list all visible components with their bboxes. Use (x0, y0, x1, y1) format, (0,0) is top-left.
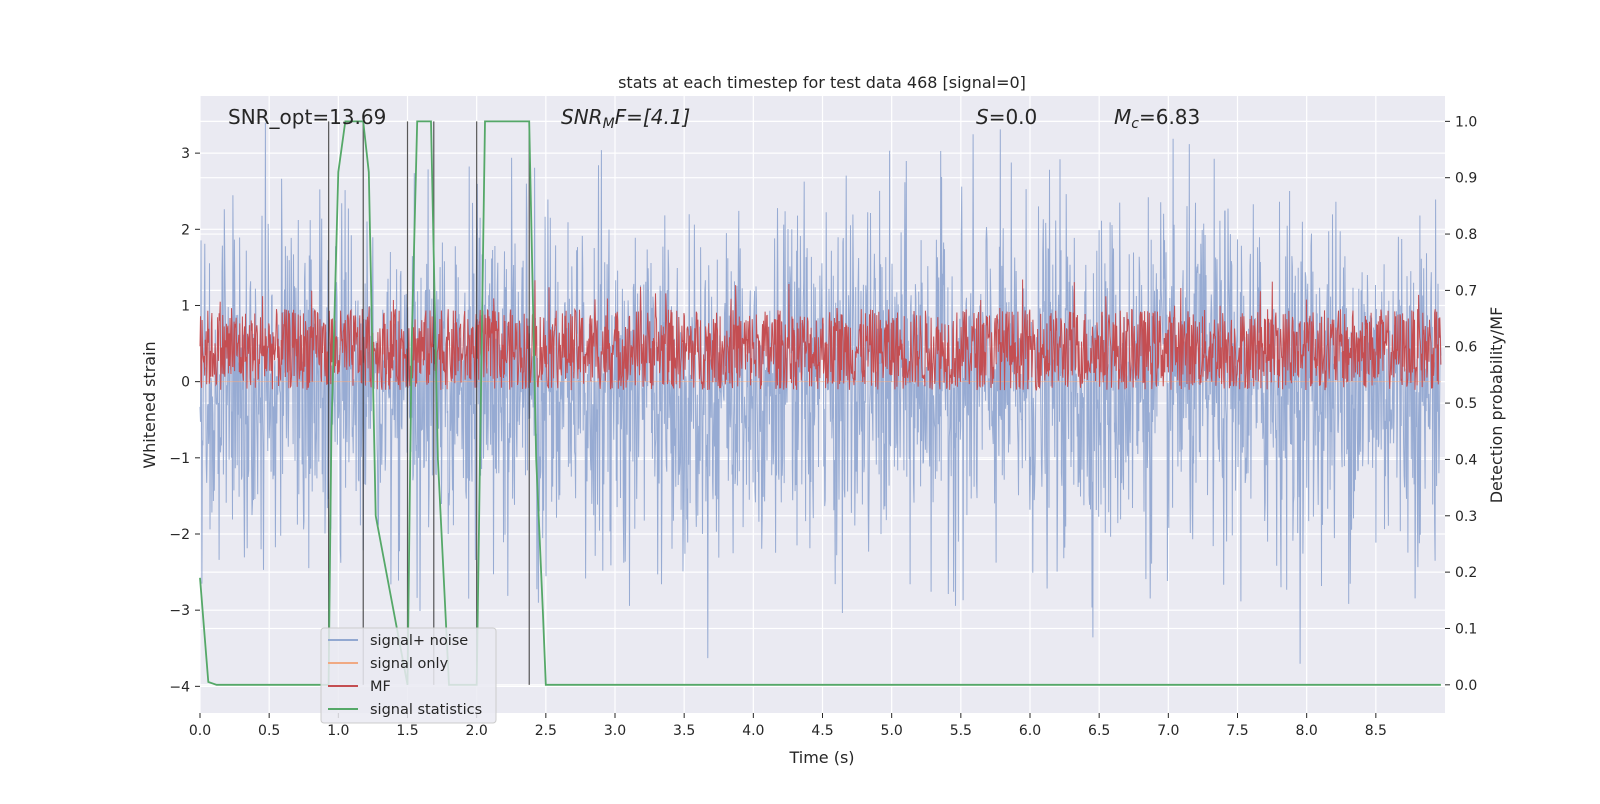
y2-tick-label: 0.9 (1455, 171, 1477, 187)
x-tick-label: 2.0 (466, 723, 488, 739)
vertical-markers (328, 121, 530, 685)
y2-axis-label: Detection probability/MF (1487, 307, 1506, 504)
y2-tick-label: 0.4 (1455, 452, 1477, 468)
y-axis-label: Whitened strain (140, 341, 159, 468)
legend-box (320, 627, 497, 724)
legend: signal+ noise signal only MF signal stat… (320, 627, 497, 724)
x-tick-label: 6.5 (1088, 723, 1110, 739)
y2-tick-label: 0.5 (1455, 396, 1477, 412)
x-tick-label: 4.0 (742, 723, 764, 739)
y-tick-label: 3 (181, 146, 190, 162)
mf-line (199, 279, 1442, 391)
x-tick-label: 3.0 (604, 723, 626, 739)
y2-tick-label: 0.3 (1455, 509, 1477, 525)
annotation-snr-mf: SNRMF=[4.1] (561, 105, 690, 132)
x-tick-label: 5.0 (881, 723, 903, 739)
annotation-mc: Mc=6.83 (1114, 105, 1200, 132)
signal-statistics-line (199, 120, 1441, 686)
annotation-snr-opt: SNR_opt=13.69 (228, 105, 386, 129)
y2-tick-label: 0.1 (1455, 621, 1477, 637)
x-tick-label: 1.0 (327, 723, 349, 739)
legend-label-signal-noise: signal+ noise (370, 633, 468, 649)
y-tick-label: −2 (169, 527, 190, 543)
x-tick-label: 8.5 (1365, 723, 1387, 739)
y-tick-label: 2 (181, 222, 190, 238)
legend-label-signal-only: signal only (370, 656, 449, 672)
y-tick-label: −1 (169, 451, 190, 467)
signal-statistics-series (199, 120, 1441, 686)
y-tick-label: 0 (181, 375, 190, 391)
y-tick-label: 1 (181, 298, 190, 314)
x-tick-label: 2.5 (535, 723, 557, 739)
x-tick-label: 6.0 (1019, 723, 1041, 739)
x-tick-label: 1.5 (396, 723, 418, 739)
x-tick-label: 7.5 (1226, 723, 1248, 739)
mf-series (199, 279, 1442, 391)
y2-tick-label: 0.2 (1455, 565, 1477, 581)
tick-layer: 0.0 0.5 1.0 1.5 2.0 2.5 3.0 3.5 4.0 4.5 5.0 5.5 6.0 6… (169, 114, 1477, 739)
y2-tick-label: 0.0 (1455, 678, 1477, 694)
chart-title: stats at each timestep for test data 468… (618, 73, 1026, 92)
x-tick-label: 7.0 (1157, 723, 1179, 739)
y-tick-label: −4 (169, 679, 190, 695)
x-tick-label: 3.5 (673, 723, 695, 739)
x-tick-label: 8.0 (1296, 723, 1318, 739)
x-axis-label: Time (s) (788, 748, 854, 767)
y2-tick-label: 1.0 (1455, 114, 1477, 130)
x-tick-label: 5.5 (950, 723, 972, 739)
x-tick-label: 0.5 (258, 723, 280, 739)
y2-tick-label: 0.6 (1455, 340, 1477, 356)
annotation-s: S=0.0 (976, 105, 1037, 129)
y-tick-label: −3 (169, 603, 190, 619)
y2-tick-label: 0.8 (1455, 227, 1477, 243)
legend-label-signal-statistics: signal statistics (370, 702, 482, 718)
y2-tick-label: 0.7 (1455, 283, 1477, 299)
legend-label-mf: MF (370, 679, 391, 695)
x-tick-label: 0.0 (189, 723, 211, 739)
x-tick-label: 4.5 (811, 723, 833, 739)
